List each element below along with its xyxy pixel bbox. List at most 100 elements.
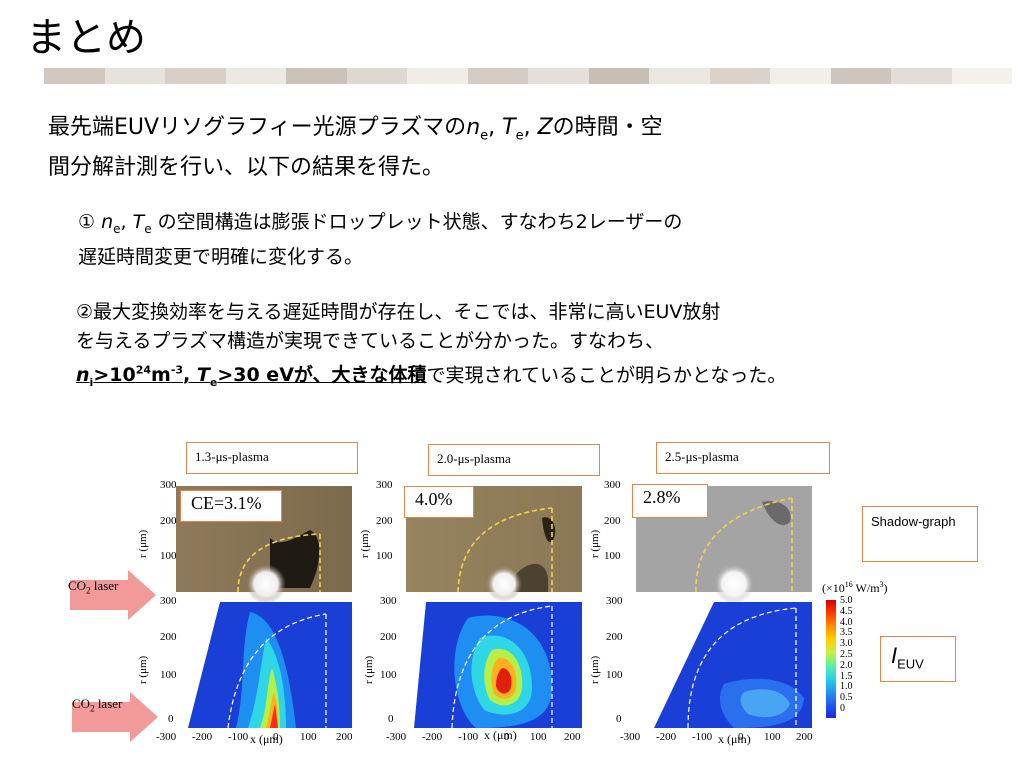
colorbar-ticks: 5.0 4.5 4.0 3.5 3.0 2.5 2.0 1.5 1.0 0.5 0 [840, 595, 853, 714]
r-tick: 100 [380, 669, 397, 681]
r-axis-label: r (μm) [137, 529, 149, 558]
x-axis-label: x (μm) [484, 728, 517, 742]
r-tick: 300 [604, 479, 621, 491]
x-tick: -300 [620, 731, 641, 742]
sep: , [183, 364, 197, 387]
r-tick: 200 [160, 631, 177, 643]
r-tick: 200 [606, 631, 623, 643]
x-tick: -100 [458, 731, 479, 742]
arrow-icon [70, 570, 156, 620]
te-subscript: e [144, 221, 152, 236]
te-symbol: T [196, 364, 210, 387]
point2-text-b: を与えるプラズマ構造が実現できていることが分かった。すなわち、 [76, 330, 665, 352]
plasma-shadow [762, 501, 791, 526]
x-tick: -200 [656, 731, 677, 742]
panel-2-plots: 300 200 100 300 200 100 0 -300 -200 -100… [359, 479, 582, 742]
expansion-contour [695, 497, 793, 593]
ce-box-3: 2.8% [632, 484, 708, 518]
r-tick: 100 [160, 550, 177, 562]
x-tick: 100 [530, 731, 547, 742]
summary-line1-b: の時間・空 [552, 115, 663, 140]
sep: , [120, 211, 133, 233]
te-subscript: e [515, 128, 524, 144]
colorbar-title: (×1016 W/m3) [822, 580, 888, 595]
x-tick: 0 [273, 731, 279, 742]
x-tick: 200 [336, 731, 353, 742]
colorbar [826, 600, 836, 718]
point-2: ②最大変換効率を与える遅延時間が存在し、そこでは、非常に高いEUV放射 を与える… [76, 298, 976, 397]
ni-subscript: i [89, 376, 94, 390]
expansion-contour [457, 507, 553, 593]
summary-line1-a: 最先端EUVリソグラフィー光源プラズマの [48, 115, 467, 140]
point2-highlight: ni>1024m-3, Te>30 eVが、大きな体積 [76, 364, 427, 390]
r-axis-label: r (μm) [589, 529, 601, 558]
point1-text-b: 遅延時間変更で明確に変化する。 [78, 245, 364, 268]
summary-paragraph: 最先端EUVリソグラフィー光源プラズマのne, Te, Zの時間・空 間分解計測… [48, 112, 828, 184]
x-axis-label: x (μm) [250, 732, 283, 746]
density-unit: m [151, 364, 171, 387]
plasma-glow [246, 564, 286, 604]
ne-subscript: e [113, 221, 121, 236]
density-exp: 24 [135, 364, 151, 377]
x-tick: -100 [228, 731, 249, 742]
x-tick: 100 [764, 731, 781, 742]
x-tick: 0 [504, 731, 510, 742]
x-tick: 200 [564, 731, 581, 742]
laser-arrow-top [70, 570, 156, 620]
point1-text-a: の空間構造は膨張ドロップレット状態、すなわち2レーザーの [151, 211, 683, 233]
x-tick: 0 [738, 731, 744, 742]
te-symbol: T [132, 211, 145, 233]
density-unit-exp: -3 [170, 364, 184, 377]
expansion-contour [237, 533, 321, 593]
point-1: ① ne, Te の空間構造は膨張ドロップレット状態、すなわち2レーザーの 遅延… [78, 208, 938, 271]
temperature-value: >30 eV [217, 364, 294, 387]
r-tick: 300 [376, 479, 393, 491]
r-tick: 0 [616, 713, 622, 725]
ni-symbol: n [76, 364, 90, 387]
sep: , [488, 115, 503, 140]
te-symbol: T [502, 115, 516, 140]
r-tick: 100 [604, 550, 621, 562]
x-tick: -300 [386, 731, 407, 742]
r-tick: 100 [376, 550, 393, 562]
shadowgraph-label: Shadow-graph [862, 506, 978, 562]
title-decoration-bar [44, 68, 1012, 84]
r-tick: 300 [160, 479, 177, 491]
x-tick: 200 [796, 731, 813, 742]
point2-text-a: 最大変換効率を与える遅延時間が存在し、そこでは、非常に高いEUV放射 [93, 301, 721, 323]
r-axis-label: r (μm) [137, 655, 149, 684]
r-tick: 200 [604, 515, 621, 527]
panel-3-plots: 300 200 100 300 200 100 0 -300 -200 -100… [589, 479, 813, 742]
panel-1-plots: 300 200 100 300 200 100 0 -300 -200 -100… [137, 479, 353, 742]
r-tick: 200 [380, 631, 397, 643]
plasma-glow [486, 566, 522, 602]
density-value: >10 [93, 364, 136, 387]
r-tick: 200 [160, 515, 177, 527]
r-tick: 200 [376, 515, 393, 527]
r-tick: 300 [160, 595, 177, 607]
summary-line2: 間分解計測を行い、以下の結果を得た。 [48, 155, 445, 181]
x-tick: -200 [422, 731, 443, 742]
x-tick: 100 [300, 731, 317, 742]
laser-label-bottom: CO2 laser [72, 696, 123, 714]
r-axis-label: r (μm) [359, 529, 371, 558]
plasma-glow [714, 564, 754, 604]
point2-text-d: で実現されていることが明らかとなった。 [426, 364, 787, 387]
r-axis-label: r (μm) [363, 655, 375, 684]
laser-arrow-bottom [72, 692, 158, 742]
panel-label-3: 2.5-μs-plasma [656, 442, 830, 474]
slide-title: まとめ [26, 15, 146, 61]
ce-box-1: CE=3.1% [180, 490, 282, 522]
ce-box-2: 4.0% [404, 486, 474, 518]
point1-number: ① [78, 211, 96, 233]
x-axis-label: x (μm) [718, 732, 751, 746]
r-tick: 300 [606, 595, 623, 607]
sep: , [523, 115, 538, 140]
r-tick: 300 [380, 595, 397, 607]
point2-text-c: が、大きな体積 [293, 364, 427, 387]
arrow-icon [72, 692, 158, 742]
r-axis-label: r (μm) [589, 655, 601, 684]
r-tick: 0 [168, 713, 174, 725]
panel-label-1: 1.3-μs-plasma [186, 442, 358, 474]
point2-number: ② [76, 301, 94, 323]
